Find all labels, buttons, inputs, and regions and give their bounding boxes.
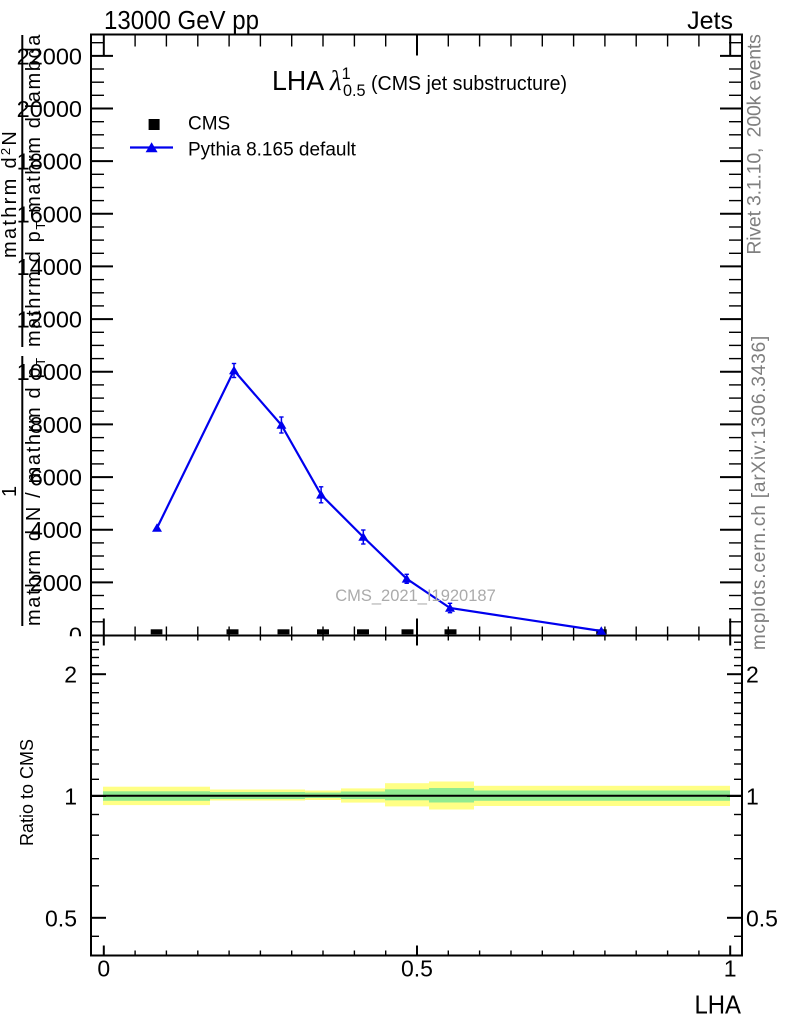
svg-text:1: 1	[724, 956, 737, 982]
svg-text:0.5: 0.5	[401, 956, 433, 982]
svg-text:1: 1	[0, 486, 21, 497]
svg-text:4000: 4000	[30, 517, 82, 543]
svg-text:LHA: LHA	[695, 990, 742, 1020]
svg-text:mathrm d pT mathrm d lambda: mathrm d pT mathrm d lambda	[23, 33, 48, 347]
svg-text:12000: 12000	[17, 307, 82, 333]
svg-text:Pythia 8.165 default: Pythia 8.165 default	[188, 140, 357, 161]
svg-text:mathrm d2N: mathrm d2N	[0, 129, 21, 258]
svg-text:CMS: CMS	[188, 114, 230, 135]
svg-text:6000: 6000	[30, 465, 82, 491]
svg-text:2: 2	[746, 662, 759, 688]
svg-text:2000: 2000	[30, 570, 82, 596]
svg-text:mathrm d N / mathrm d pT: mathrm d N / mathrm d pT	[23, 356, 48, 626]
svg-text:1: 1	[746, 784, 759, 810]
svg-text:0.5: 0.5	[45, 905, 77, 931]
svg-text:8000: 8000	[30, 412, 82, 438]
svg-text:Rivet 3.1.10, 200k events: Rivet 3.1.10, 200k events	[744, 34, 766, 255]
svg-text:10000: 10000	[17, 359, 82, 385]
svg-text:13000 GeV pp: 13000 GeV pp	[104, 7, 259, 35]
svg-text:1: 1	[64, 784, 77, 810]
svg-text:0.5: 0.5	[746, 905, 778, 931]
svg-text:16000: 16000	[17, 201, 82, 227]
svg-text:CMS_2021_I1920187: CMS_2021_I1920187	[335, 587, 496, 605]
svg-text:Ratio to CMS: Ratio to CMS	[17, 739, 37, 846]
svg-text:18000: 18000	[17, 149, 82, 175]
svg-text:14000: 14000	[17, 254, 82, 280]
svg-text:20000: 20000	[17, 96, 82, 122]
svg-text:Jets: Jets	[687, 7, 733, 35]
svg-text:22000: 22000	[17, 43, 82, 69]
svg-text:0: 0	[97, 956, 110, 982]
svg-text:LHA λ10.5 (CMS jet substructur: LHA λ1 0.5 (CMS jet substructure)	[272, 64, 567, 100]
svg-text:0: 0	[69, 623, 82, 649]
svg-text:2: 2	[64, 662, 77, 688]
svg-text:mcplots.cern.ch [arXiv:1306.34: mcplots.cern.ch [arXiv:1306.3436]	[749, 335, 770, 650]
